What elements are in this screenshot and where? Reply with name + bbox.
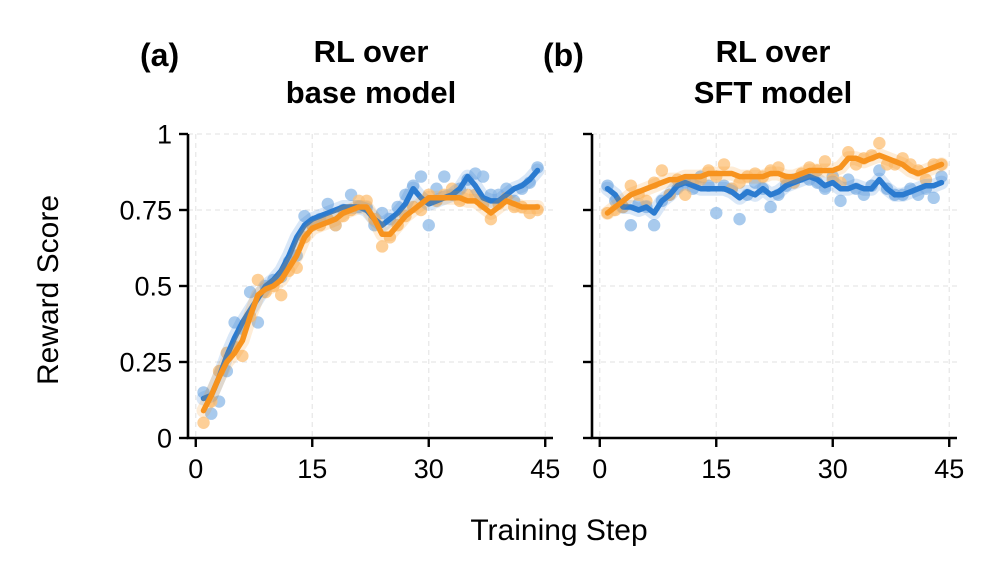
panel-b-xtick-label: 15 bbox=[701, 454, 731, 484]
y-axis-label: Reward Score bbox=[32, 195, 65, 385]
panel-a-ytick-label: 1 bbox=[157, 120, 172, 150]
panel-a-xtick-label: 15 bbox=[297, 454, 327, 484]
panel-a-xtick-label: 0 bbox=[188, 454, 203, 484]
panel-a-axes: 0 0.25 0.5 0.75 1 0 15 30 45 bbox=[119, 120, 560, 485]
x-axis-label: Training Step bbox=[470, 514, 647, 547]
panel-b-series bbox=[601, 137, 947, 231]
panel-b-xtick-label: 30 bbox=[818, 454, 848, 484]
panel-b-title-line-1: RL over bbox=[716, 34, 831, 69]
panel-a-orange-point bbox=[197, 417, 209, 429]
panel-a-blue-point bbox=[438, 170, 450, 182]
panel-b-blue-point bbox=[710, 207, 722, 219]
panel-b-label: (b) bbox=[543, 37, 584, 73]
panel-b-xtick-label: 0 bbox=[592, 454, 607, 484]
panel-b-title-line-2: SFT model bbox=[694, 75, 852, 110]
panel-b-blue-point bbox=[733, 213, 745, 225]
panel-b-blue-point bbox=[928, 192, 940, 204]
panel-a-ytick-label: 0.5 bbox=[134, 272, 172, 302]
panel-b-blue-point bbox=[625, 219, 637, 231]
panel-b-blue-point bbox=[834, 195, 846, 207]
panel-a-label: (a) bbox=[140, 37, 179, 73]
panel-a-blue-point bbox=[415, 170, 427, 182]
panel-a-title-line-1: RL over bbox=[314, 34, 429, 69]
panel-b-xtick-label: 45 bbox=[934, 454, 964, 484]
panel-b-orange-point bbox=[873, 137, 885, 149]
panel-a-series bbox=[197, 161, 543, 429]
panel-b-blue-point bbox=[648, 219, 660, 231]
panel-a-title-line-2: base model bbox=[286, 75, 457, 110]
panel-a: (a) RL over base model 0 0.25 0.5 0.75 1 0 15 3… bbox=[119, 34, 560, 484]
panel-a-grid bbox=[188, 134, 553, 438]
panel-a-xtick-label: 45 bbox=[530, 454, 560, 484]
panel-a-ytick-label: 0 bbox=[157, 424, 172, 454]
panel-a-xtick-label: 30 bbox=[414, 454, 444, 484]
panel-b: (b) RL over SFT model 0 15 30 45 bbox=[543, 34, 964, 484]
panel-a-ytick-label: 0.75 bbox=[119, 196, 172, 226]
panel-a-blue-point bbox=[423, 219, 435, 231]
panel-a-ytick-label: 0.25 bbox=[119, 348, 172, 378]
panel-b-blue-point bbox=[764, 201, 776, 213]
